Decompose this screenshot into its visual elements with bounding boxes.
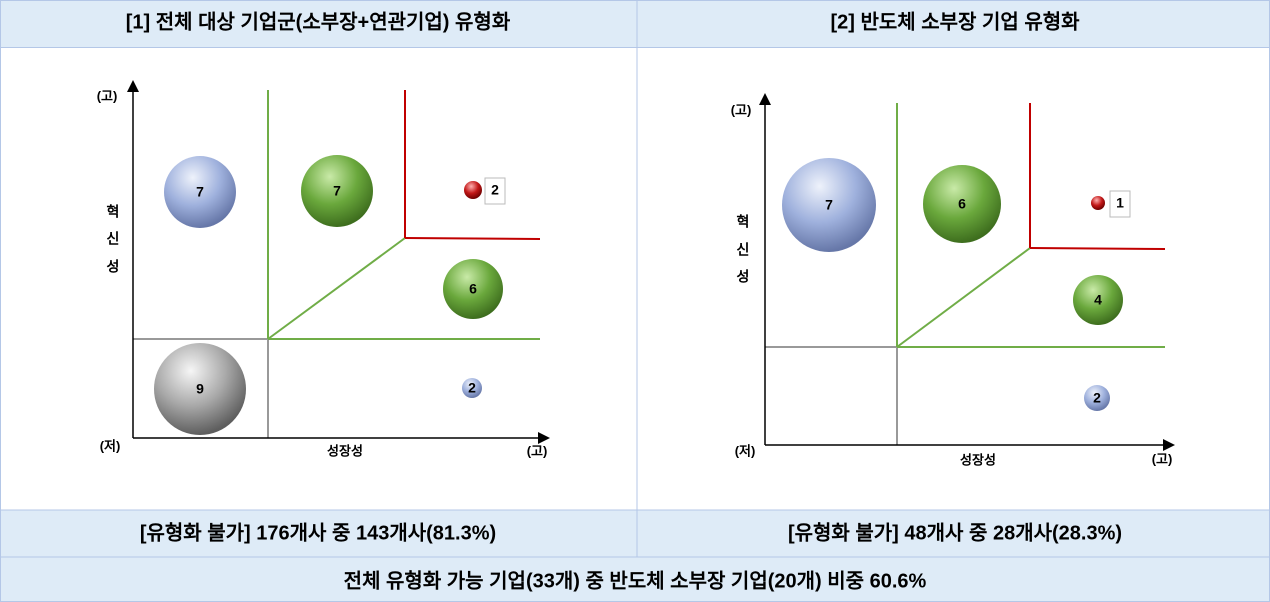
bubble-label: 2 (468, 380, 476, 396)
axis-low: (저) (100, 438, 121, 453)
x-axis-high: (고) (527, 443, 548, 458)
bubble-label: 7 (333, 183, 341, 199)
bubble-label: 7 (196, 184, 204, 200)
x-axis-label: 성장성 (327, 443, 363, 458)
x-axis-high: (고) (1152, 451, 1173, 466)
bubble-label: 6 (469, 281, 477, 297)
panel-title: [1] 전체 대상 기업군(소부장+연관기업) 유형화 (126, 10, 511, 33)
quadrant-line (896, 247, 1031, 348)
header-row (0, 0, 1270, 48)
axis-low: (저) (735, 443, 756, 458)
quadrant-line (267, 237, 406, 340)
bubble (1084, 385, 1110, 411)
footer-rows (0, 509, 1270, 602)
bubble (301, 155, 373, 227)
bubble (1073, 275, 1123, 325)
quadrant-line (404, 237, 541, 240)
y-axis-label: 혁 (737, 214, 750, 230)
callout (484, 177, 506, 205)
bubble-label: 4 (1094, 292, 1102, 308)
y-axis-label: 신 (107, 231, 120, 247)
bubble-label: 9 (196, 381, 204, 397)
summary: 전체 유형화 가능 기업(33개) 중 반도체 소부장 기업(20개) 비중 6… (344, 569, 927, 592)
panel-title: [2] 반도체 소부장 기업 유형화 (830, 10, 1080, 33)
panel-footer: [유형화 불가] 48개사 중 28개사(28.3%) (788, 521, 1122, 544)
bubble-label: 7 (825, 197, 833, 213)
bubble-label: 2 (491, 182, 499, 198)
y-axis-high: (고) (731, 102, 752, 117)
bubble (464, 181, 482, 199)
y-axis-high: (고) (97, 88, 118, 103)
quadrant-line (1029, 247, 1166, 250)
x-axis-label: 성장성 (960, 452, 996, 467)
callout (1109, 190, 1131, 218)
bubble-label: 6 (958, 196, 966, 212)
panel-footer: [유형화 불가] 176개사 중 143개사(81.3%) (140, 521, 496, 544)
bubble (923, 165, 1001, 243)
bubble (154, 343, 246, 435)
bubble-label: 2 (1093, 390, 1101, 406)
y-axis-label: 신 (737, 242, 750, 258)
y-axis-label: 성 (107, 259, 120, 275)
bubble (164, 156, 236, 228)
bubble (782, 158, 876, 252)
y-axis-label: 성 (737, 269, 750, 285)
bubble (1091, 196, 1105, 210)
y-axis-label: 혁 (107, 204, 120, 220)
bubble-label: 1 (1116, 195, 1124, 211)
bubble (462, 378, 482, 398)
bubble (443, 259, 503, 319)
